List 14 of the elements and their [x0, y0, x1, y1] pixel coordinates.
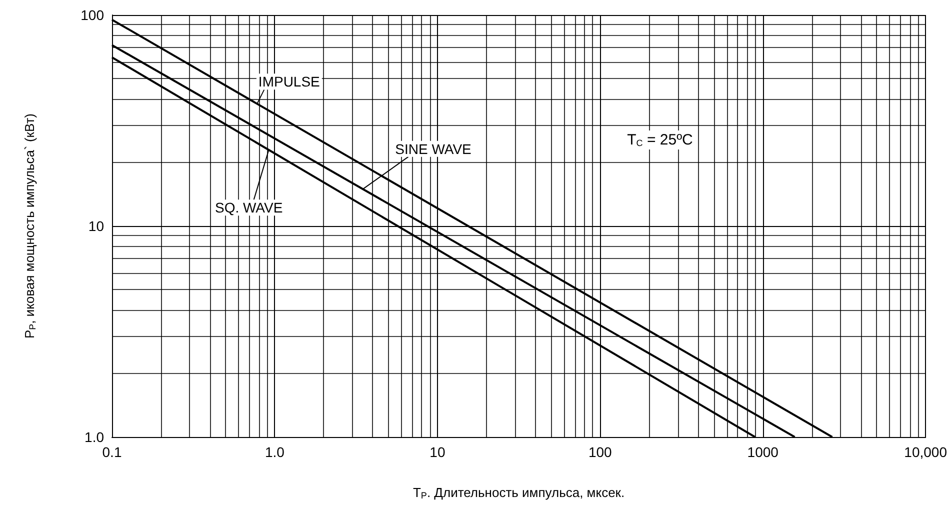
y-axis-title: PP, иковая мощность импульса` (кВт) — [22, 114, 38, 338]
x-tick-label: 1.0 — [264, 444, 285, 460]
x-tick-label: 100 — [588, 444, 612, 460]
x-tick-label: 10,000 — [904, 444, 948, 460]
annotation: TC = 25ºC — [627, 132, 694, 148]
annotation: SINE WAVE — [395, 140, 472, 157]
y-tick-label: 10 — [88, 218, 104, 234]
annotation: SQ. WAVE — [214, 200, 283, 216]
annotation: IMPULSE — [258, 74, 320, 90]
y-tick-label: 1.0 — [84, 429, 104, 445]
x-tick-label: 0.1 — [102, 444, 122, 460]
x-tick-label: 10 — [430, 444, 446, 460]
x-tick-label: 1000 — [747, 444, 779, 460]
y-tick-label: 100 — [80, 7, 104, 23]
